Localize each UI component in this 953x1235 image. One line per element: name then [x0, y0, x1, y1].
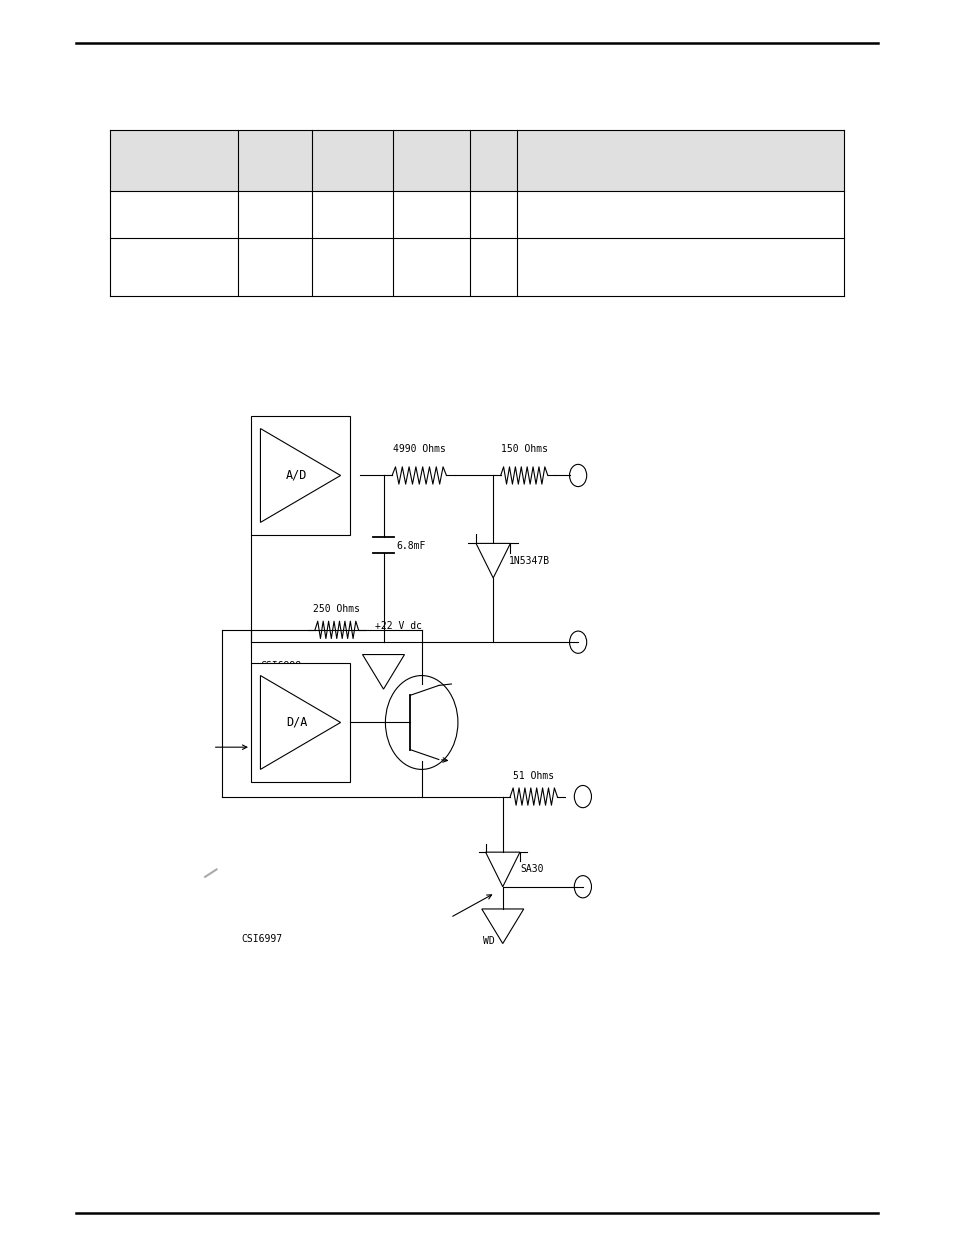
Text: 150 Ohms: 150 Ohms [500, 445, 547, 454]
Text: D/A: D/A [286, 716, 307, 729]
Text: 6.8mF: 6.8mF [396, 541, 426, 551]
Text: A/D: A/D [286, 469, 307, 482]
Text: +22 V dc: +22 V dc [375, 621, 421, 631]
Text: 51 Ohms: 51 Ohms [513, 771, 554, 781]
Text: WD: WD [482, 936, 494, 946]
Text: SA30: SA30 [519, 864, 543, 874]
Bar [251, 416, 350, 535]
Text: 250 Ohms: 250 Ohms [313, 604, 360, 614]
Bar [251, 663, 350, 782]
Text: 4990 Ohms: 4990 Ohms [393, 445, 445, 454]
Text: CSI6998: CSI6998 [260, 661, 301, 671]
Text: CSI6997: CSI6997 [241, 934, 282, 944]
Bar [110, 130, 843, 191]
Text: 1N5347B: 1N5347B [508, 556, 549, 566]
